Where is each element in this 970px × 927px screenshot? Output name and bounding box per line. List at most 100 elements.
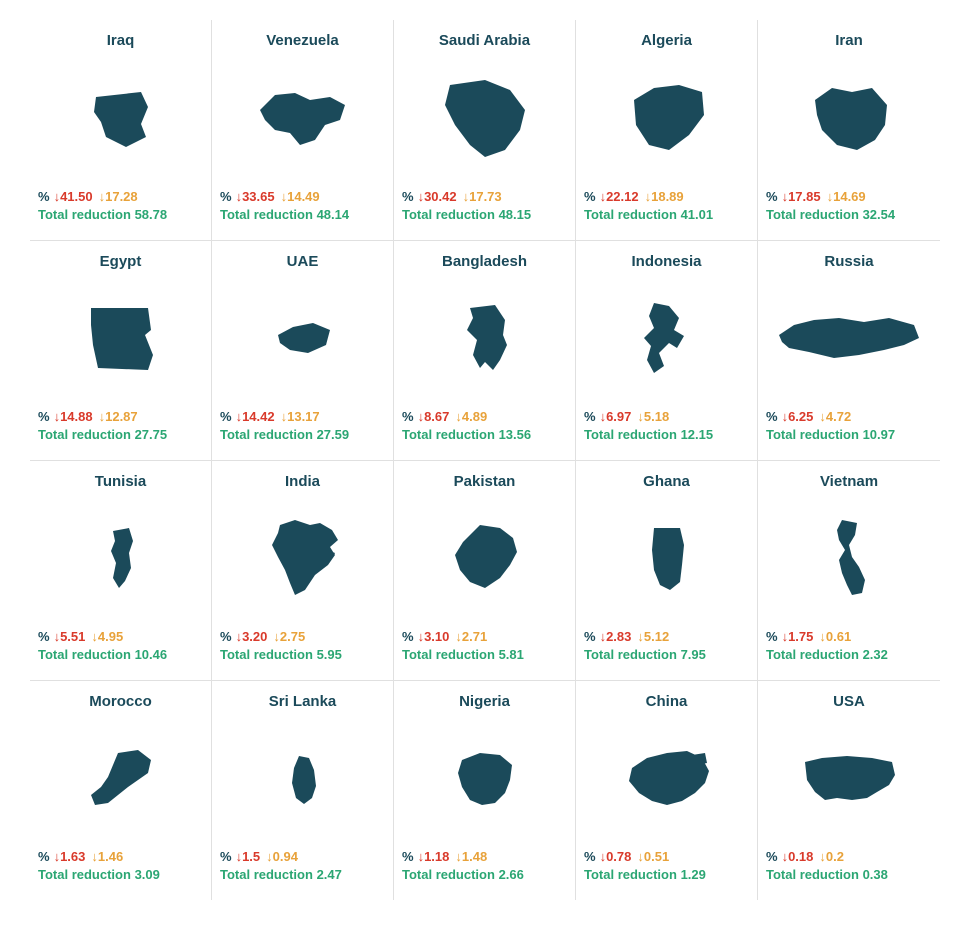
stat-orange: ↓4.89 bbox=[455, 409, 487, 424]
stat-orange: ↓13.17 bbox=[281, 409, 320, 424]
country-stats: % ↓1.75 ↓0.61 Total reduction 2.32 bbox=[766, 628, 932, 664]
country-shape-icon bbox=[766, 716, 932, 840]
country-name: UAE bbox=[220, 253, 385, 270]
country-card: USA %↓0.18↓0.2Total reduction 0.38 bbox=[758, 680, 940, 900]
country-name: Vietnam bbox=[766, 473, 932, 490]
country-shape-icon bbox=[220, 55, 385, 180]
country-name: Ghana bbox=[584, 473, 749, 490]
country-name: Bangladesh bbox=[402, 253, 567, 270]
country-card: Indonesia%↓6.97↓5.18Total reduction 12.1… bbox=[576, 240, 758, 460]
country-name: USA bbox=[766, 693, 932, 710]
percent-label: % bbox=[402, 189, 414, 204]
percent-label: % bbox=[220, 629, 232, 644]
stat-orange: ↓14.69 bbox=[827, 189, 866, 204]
stat-total: Total reduction 3.09 bbox=[38, 866, 203, 884]
stat-total: Total reduction 32.54 bbox=[766, 206, 932, 224]
country-card: Egypt %↓14.88↓12.87Total reduction 27.75 bbox=[30, 240, 212, 460]
stat-orange: ↓0.61 bbox=[819, 629, 851, 644]
stat-red: ↓1.18 bbox=[418, 849, 450, 864]
country-stats: %↓2.83↓5.12Total reduction 7.95 bbox=[584, 628, 749, 664]
country-card: Venezuela%↓33.65↓14.49Total reduction 48… bbox=[212, 20, 394, 240]
country-card: Sri Lanka%↓1.5↓0.94Total reduction 2.47 bbox=[212, 680, 394, 900]
country-card: Nigeria%↓1.18↓1.48Total reduction 2.66 bbox=[394, 680, 576, 900]
stat-red: ↓6.25 bbox=[782, 409, 814, 424]
stat-total: Total reduction 5.81 bbox=[402, 646, 567, 664]
country-grid: Iraq%↓41.50↓17.28Total reduction 58.78Ve… bbox=[30, 20, 940, 900]
stat-red: ↓14.42 bbox=[236, 409, 275, 424]
country-shape-icon bbox=[766, 55, 932, 180]
stat-red: ↓5.51 bbox=[54, 629, 86, 644]
country-shape-icon bbox=[220, 496, 385, 620]
percent-label: % bbox=[38, 849, 50, 864]
stat-red: ↓14.88 bbox=[54, 409, 93, 424]
country-name: Russia bbox=[766, 253, 932, 270]
stat-orange: ↓2.75 bbox=[273, 629, 305, 644]
stat-total: Total reduction 2.32 bbox=[766, 646, 932, 664]
stat-total: Total reduction 2.47 bbox=[220, 866, 385, 884]
country-shape-icon bbox=[402, 496, 567, 620]
country-stats: %↓30.42↓17.73Total reduction 48.15 bbox=[402, 188, 567, 224]
country-stats: %↓14.88↓12.87Total reduction 27.75 bbox=[38, 408, 203, 444]
country-name: Venezuela bbox=[220, 32, 385, 49]
stat-orange: ↓0.94 bbox=[266, 849, 298, 864]
country-name: Iran bbox=[766, 32, 932, 49]
country-stats: %↓1.18↓1.48Total reduction 2.66 bbox=[402, 848, 567, 884]
stat-total: Total reduction 10.46 bbox=[38, 646, 203, 664]
stat-orange: ↓0.51 bbox=[637, 849, 669, 864]
country-stats: %↓41.50↓17.28Total reduction 58.78 bbox=[38, 188, 203, 224]
country-stats: %↓1.5↓0.94Total reduction 2.47 bbox=[220, 848, 385, 884]
country-shape-icon bbox=[402, 276, 567, 400]
stat-orange: ↓5.18 bbox=[637, 409, 669, 424]
country-name: Sri Lanka bbox=[220, 693, 385, 710]
country-shape-icon bbox=[584, 496, 749, 620]
stat-red: ↓0.18 bbox=[782, 849, 814, 864]
stat-orange: ↓5.12 bbox=[637, 629, 669, 644]
stat-red: ↓30.42 bbox=[418, 189, 457, 204]
country-card: Bangladesh% ↓8.67 ↓4.89 Total reduction 13.… bbox=[394, 240, 576, 460]
stat-orange: ↓1.48 bbox=[455, 849, 487, 864]
country-stats: %↓0.78↓0.51Total reduction 1.29 bbox=[584, 848, 749, 884]
country-card: Iran%↓17.85↓14.69Total reduction 32.54 bbox=[758, 20, 940, 240]
percent-label: % bbox=[220, 409, 232, 424]
percent-label: % bbox=[402, 849, 414, 864]
stat-orange: ↓17.28 bbox=[99, 189, 138, 204]
percent-label: % bbox=[766, 629, 778, 644]
percent-label: % bbox=[402, 629, 414, 644]
stat-orange: ↓4.95 bbox=[91, 629, 123, 644]
stat-total: Total reduction 13.56 bbox=[402, 426, 567, 444]
stat-total: Total reduction 41.01 bbox=[584, 206, 749, 224]
country-card: Tunisia% ↓5.51 ↓4.95 Total reduction 10.46 bbox=[30, 460, 212, 680]
country-card: Saudi Arabia%↓30.42↓17.73Total reduction… bbox=[394, 20, 576, 240]
stat-total: Total reduction 27.59 bbox=[220, 426, 385, 444]
country-card: Morocco%↓1.63↓1.46Total reduction 3.09 bbox=[30, 680, 212, 900]
country-stats: % ↓3.20 ↓2.75 Total reduction 5.95 bbox=[220, 628, 385, 664]
percent-label: % bbox=[402, 409, 414, 424]
stat-total: Total reduction 12.15 bbox=[584, 426, 749, 444]
country-shape-icon bbox=[402, 716, 567, 840]
country-shape-icon bbox=[220, 276, 385, 400]
country-name: Egypt bbox=[38, 253, 203, 270]
stat-total: Total reduction 1.29 bbox=[584, 866, 749, 884]
stat-red: ↓1.63 bbox=[54, 849, 86, 864]
stat-total: Total reduction 5.95 bbox=[220, 646, 385, 664]
percent-label: % bbox=[584, 409, 596, 424]
stat-red: ↓22.12 bbox=[600, 189, 639, 204]
percent-label: % bbox=[38, 629, 50, 644]
stat-total: Total reduction 48.14 bbox=[220, 206, 385, 224]
country-shape-icon bbox=[584, 55, 749, 180]
country-stats: % ↓14.42 ↓13.17 Total reduction 27.59 bbox=[220, 408, 385, 444]
country-shape-icon bbox=[766, 496, 932, 620]
country-name: Tunisia bbox=[38, 473, 203, 490]
country-name: China bbox=[584, 693, 749, 710]
country-shape-icon bbox=[38, 496, 203, 620]
country-card: China%↓0.78↓0.51Total reduction 1.29 bbox=[576, 680, 758, 900]
stat-red: ↓1.75 bbox=[782, 629, 814, 644]
country-name: Pakistan bbox=[402, 473, 567, 490]
percent-label: % bbox=[38, 189, 50, 204]
stat-red: ↓3.20 bbox=[236, 629, 268, 644]
stat-red: ↓1.5 bbox=[236, 849, 261, 864]
country-stats: %↓22.12↓18.89Total reduction 41.01 bbox=[584, 188, 749, 224]
country-stats: %↓0.18↓0.2Total reduction 0.38 bbox=[766, 848, 932, 884]
stat-red: ↓8.67 bbox=[418, 409, 450, 424]
country-card: Vietnam% ↓1.75 ↓0.61 Total reduction 2.32 bbox=[758, 460, 940, 680]
